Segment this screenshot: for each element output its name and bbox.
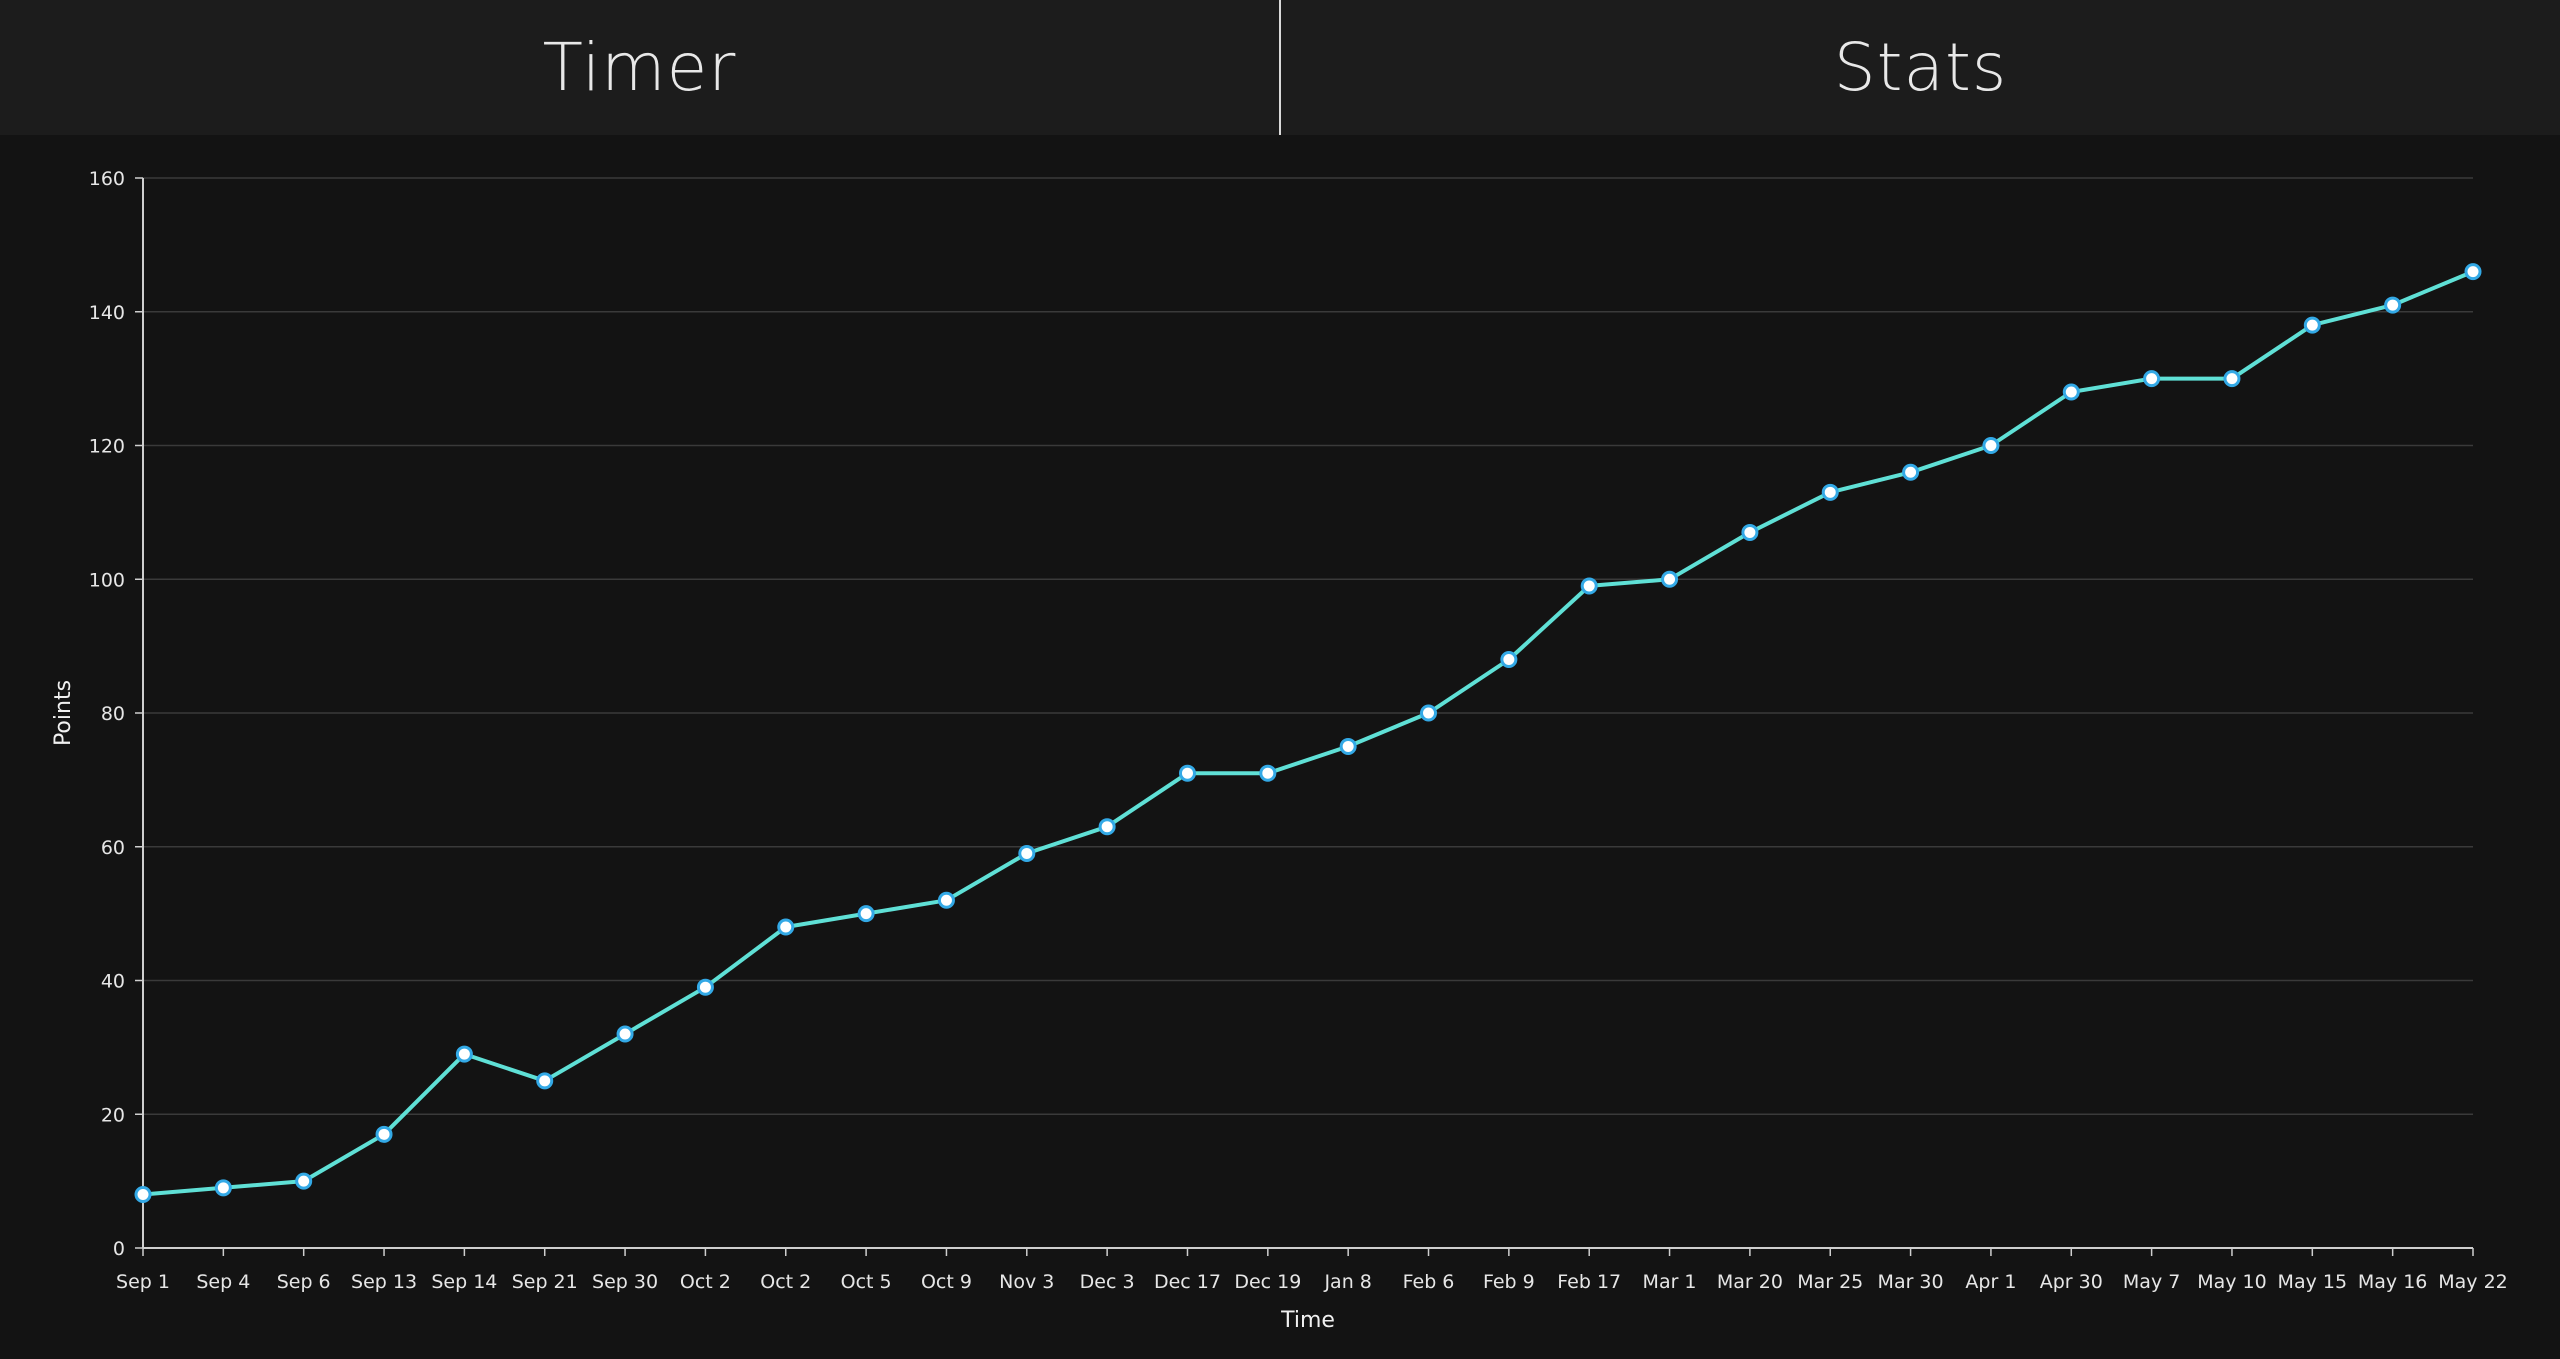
x-tick-label: Sep 30 — [592, 1271, 658, 1293]
tab-stats[interactable]: Stats — [1833, 29, 2008, 106]
data-point — [375, 1125, 393, 1143]
x-tick-label: Nov 3 — [999, 1271, 1054, 1293]
x-tick-label: Oct 5 — [841, 1271, 892, 1293]
data-point — [1500, 651, 1518, 668]
data-point — [1259, 764, 1277, 782]
axes — [135, 177, 2474, 1256]
x-tick-label: Sep 6 — [277, 1271, 331, 1293]
x-tick-label: Dec 19 — [1234, 1271, 1301, 1293]
x-tick-label: Sep 1 — [116, 1271, 170, 1293]
x-tick-label: Apr 30 — [2040, 1271, 2103, 1293]
data-point — [2062, 383, 2080, 401]
tab-timer[interactable]: Timer — [542, 29, 737, 106]
header: Timer Stats — [0, 0, 2560, 135]
y-tick-label-80: 80 — [101, 703, 125, 725]
series-line — [142, 269, 2474, 1197]
data-point — [1178, 764, 1196, 782]
y-tick-label-140: 140 — [89, 302, 125, 324]
grid-lines — [143, 177, 2473, 1115]
y-tick-label-100: 100 — [89, 569, 125, 591]
x-tick-label: May 22 — [2438, 1271, 2508, 1293]
data-point — [857, 905, 875, 923]
x-tick-label: Apr 1 — [1965, 1271, 2016, 1293]
data-point — [1018, 844, 1036, 862]
data-point — [1821, 483, 1839, 501]
data-point — [1420, 704, 1438, 722]
y-tick-label-120: 120 — [89, 436, 125, 458]
y-axis-title: Points — [51, 680, 76, 746]
x-tick-label: Sep 13 — [351, 1271, 417, 1293]
data-point — [777, 918, 795, 936]
data-points — [134, 263, 2482, 1203]
x-tick-label: Feb 17 — [1557, 1271, 1621, 1293]
data-point — [2303, 316, 2321, 334]
y-tick-label-40: 40 — [101, 971, 125, 993]
tab-divider — [1279, 0, 1281, 135]
data-point — [2143, 370, 2161, 388]
x-tick-labels: Sep 1 Sep 4 Sep 6 Sep 13 Sep 14 Sep 21 Sep 30 O… — [116, 1271, 2508, 1293]
y-tick-label-0: 0 — [113, 1238, 125, 1260]
data-point — [937, 891, 955, 909]
data-point — [1982, 437, 2000, 454]
x-tick-label: Mar 25 — [1797, 1271, 1863, 1293]
x-tick-label: Mar 30 — [1878, 1271, 1944, 1293]
data-point — [536, 1072, 554, 1090]
y-tick-label-160: 160 — [89, 168, 125, 190]
y-tick-label-20: 20 — [101, 1104, 125, 1126]
data-point — [1098, 818, 1116, 836]
x-tick-label: Sep 4 — [196, 1271, 250, 1293]
y-tick-labels: 0 20 40 60 80 100 120 140 160 — [89, 168, 125, 1260]
x-tick-label: May 16 — [2358, 1271, 2428, 1293]
x-tick-label: Feb 9 — [1483, 1271, 1535, 1293]
data-point — [295, 1172, 313, 1190]
data-point — [2223, 370, 2241, 388]
x-tick-label: Jan 8 — [1323, 1271, 1371, 1293]
data-point — [214, 1179, 232, 1197]
x-tick-label: Sep 14 — [431, 1271, 497, 1293]
data-point — [134, 1186, 152, 1203]
data-point — [696, 978, 714, 996]
x-tick-label: Sep 21 — [512, 1271, 578, 1293]
data-point — [2384, 296, 2402, 314]
data-point — [1741, 523, 1759, 541]
y-tick-label-60: 60 — [101, 837, 125, 859]
data-point — [1902, 463, 1920, 481]
x-tick-label: Oct 2 — [760, 1271, 811, 1293]
data-point — [1580, 577, 1598, 595]
x-tick-label: Mar 1 — [1643, 1271, 1697, 1293]
x-tick-label: Dec 17 — [1154, 1271, 1221, 1293]
data-point — [2464, 263, 2482, 281]
x-tick-label: May 7 — [2123, 1271, 2180, 1293]
data-point — [1339, 737, 1357, 755]
x-tick-label: May 15 — [2278, 1271, 2348, 1293]
data-point — [1661, 570, 1679, 588]
data-point — [455, 1045, 473, 1063]
x-tick-label: Oct 9 — [921, 1271, 972, 1293]
x-tick-label: May 10 — [2197, 1271, 2267, 1293]
x-tick-label: Mar 20 — [1717, 1271, 1783, 1293]
x-tick-label: Dec 3 — [1080, 1271, 1135, 1293]
x-tick-label: Feb 6 — [1403, 1271, 1455, 1293]
data-point — [616, 1025, 634, 1043]
x-axis-title: Time — [1280, 1308, 1335, 1333]
x-tick-label: Oct 2 — [680, 1271, 731, 1293]
